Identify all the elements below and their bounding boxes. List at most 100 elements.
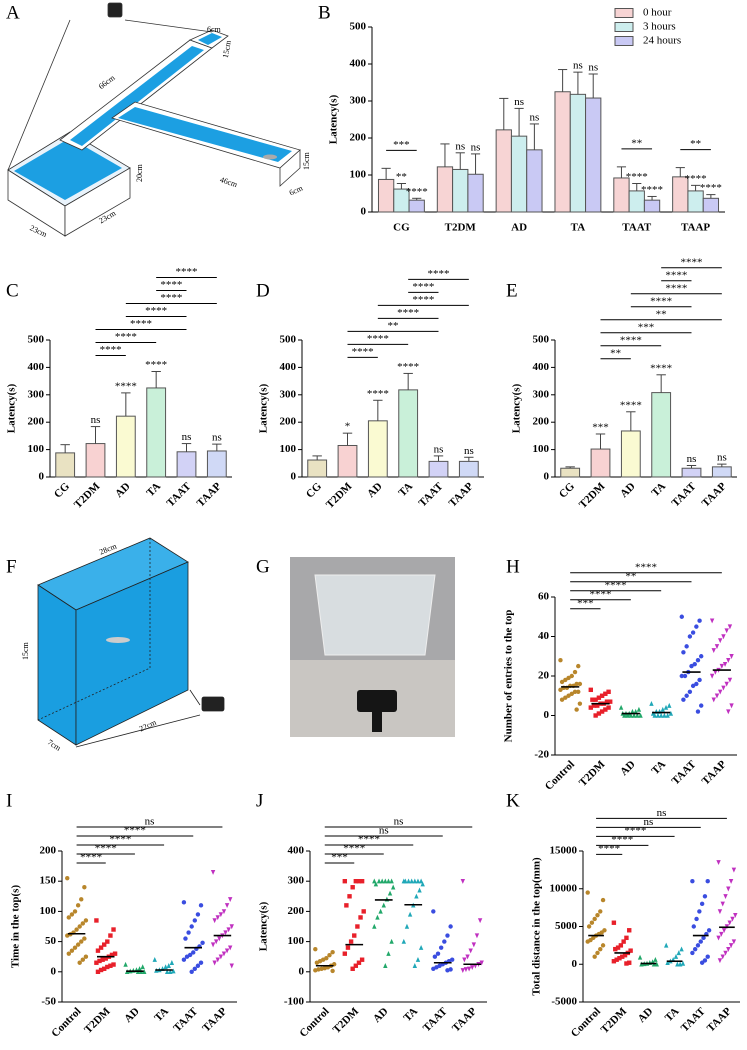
significance-label: *** [592,422,609,434]
point [577,701,583,706]
y-tick-label: 100 [280,443,297,455]
point [631,712,637,718]
point [729,703,734,709]
point [630,708,635,714]
point [694,624,699,629]
point [112,951,118,956]
significance-label: **** [650,295,672,307]
y-tick-label: 300 [350,95,367,107]
panel-label: K [506,790,520,811]
bar [467,173,484,213]
y-tick-label: 100 [533,443,550,455]
point [658,712,664,718]
point [372,878,377,884]
point [652,712,657,718]
point [460,879,466,884]
point [470,965,475,970]
legend-label: 3 hours [643,21,676,33]
view-line [7,19,71,171]
point [355,924,360,929]
view-line [124,19,213,33]
point [98,945,104,950]
point [681,697,686,702]
point [221,951,227,957]
panel-label: H [506,556,520,577]
point [404,923,410,929]
point [709,618,715,624]
point [401,938,407,944]
dimension-label: 15cm [221,39,233,59]
point [675,961,680,967]
point [418,944,424,950]
y-tick-label: 20 [538,670,550,682]
x-tick-label: AD [365,480,385,500]
x-tick-label: T2DM [577,480,608,511]
point [714,693,720,699]
point [665,712,670,718]
point [77,924,82,929]
point [142,969,147,974]
point [713,669,718,675]
x-tick-label: T2DM [324,480,355,511]
x-tick-label: CG [557,480,577,500]
point [598,946,603,952]
point [677,961,683,967]
point [224,948,230,954]
point [181,957,187,962]
point [622,712,627,718]
maze-diagram [7,2,301,237]
point [412,963,418,968]
point [226,927,231,933]
point [684,644,689,649]
point [690,950,695,956]
point [445,933,450,938]
y-tick-label: 400 [350,58,367,70]
point [714,644,720,650]
significance-label: ** [690,138,701,150]
y-tick-label: 400 [280,361,297,373]
point [592,954,597,959]
point [383,878,388,884]
significance-label: ns [471,141,481,153]
significance-label: **** [590,588,612,600]
significance-label: **** [160,279,182,291]
point [313,968,318,973]
x-tick-label: Control [297,1005,331,1039]
point [431,966,436,971]
point [600,943,606,948]
point [109,952,115,958]
significance-label: **** [681,256,703,268]
point [344,903,349,908]
point [417,887,422,893]
significance-label: ns [588,62,598,74]
point [80,957,86,962]
x-tick-label: TA [663,1005,682,1024]
tank-side [37,584,77,746]
significance-label: ** [610,347,621,359]
significance-label: ns [717,452,727,464]
bar [337,444,358,478]
significance-label: ns [394,816,404,828]
point [418,878,424,884]
legend-label: 24 hours [643,35,681,47]
x-tick-label: TAAP [450,1005,479,1034]
view-line [75,714,201,748]
point [638,712,643,718]
x-tick-label: AD [113,480,133,500]
dimension-label: 15cm [302,151,311,170]
point [653,957,658,962]
point [724,628,729,634]
point [595,950,600,956]
point [195,963,201,968]
dimension-label: 22cm [138,717,159,733]
significance-label: **** [624,825,646,837]
significance-label: *** [577,597,594,609]
point [628,948,633,953]
y-tick-label: 100 [350,169,367,181]
point [415,878,421,884]
point [622,952,628,958]
photo-webcam-stand [372,712,382,732]
point [438,945,444,950]
point [82,936,87,941]
bar [428,460,449,478]
